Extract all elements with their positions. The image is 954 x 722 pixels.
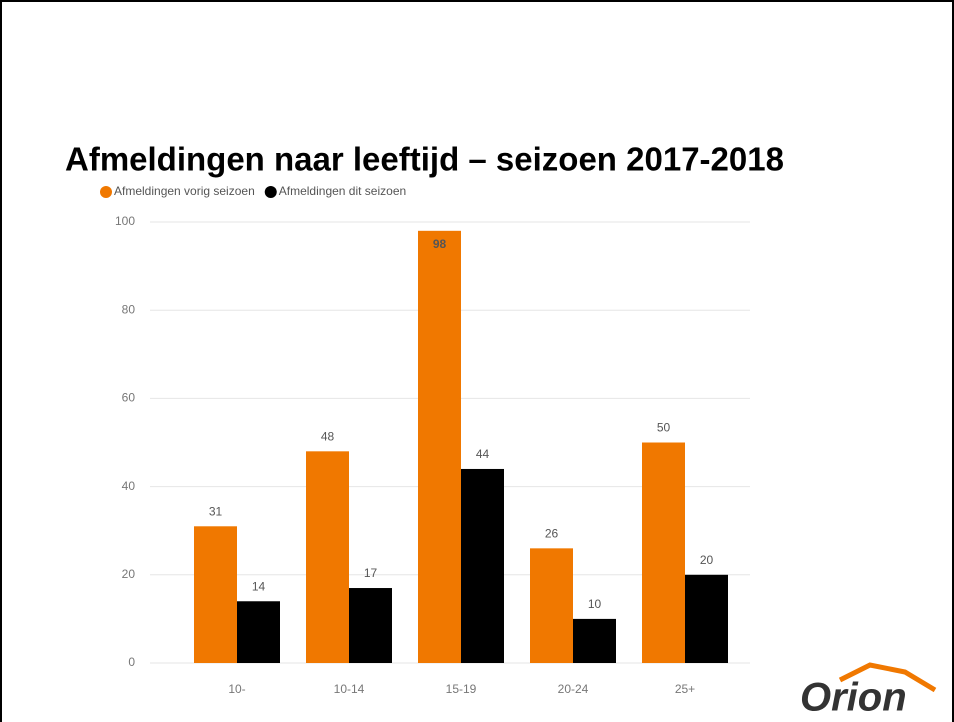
value-label: 98 xyxy=(433,237,447,251)
value-label: 31 xyxy=(209,504,223,518)
legend-label: Afmeldingen vorig seizoen xyxy=(114,184,255,198)
y-tick-label: 40 xyxy=(122,479,136,493)
value-label: 44 xyxy=(476,447,490,461)
bar xyxy=(418,230,461,663)
value-label: 10 xyxy=(588,597,602,611)
value-label: 17 xyxy=(364,566,378,580)
chart-title: Afmeldingen naar leeftijd – seizoen 2017… xyxy=(65,141,784,178)
bar xyxy=(461,468,504,663)
bar xyxy=(194,526,237,663)
bar xyxy=(237,601,280,663)
y-tick-label: 80 xyxy=(122,302,136,316)
logo-arc xyxy=(838,662,937,693)
legend-marker xyxy=(264,186,277,198)
x-tick-label: 25+ xyxy=(675,682,695,696)
legend-marker xyxy=(100,186,112,198)
x-tick-label: 10-14 xyxy=(334,682,365,696)
bar xyxy=(349,588,392,663)
value-label: 50 xyxy=(657,421,671,435)
legend-label: Afmeldingen dit seizoen xyxy=(279,184,406,198)
y-tick-label: 20 xyxy=(122,567,136,581)
logo-text: Orion xyxy=(800,676,907,720)
value-label: 20 xyxy=(700,553,714,567)
x-tick-label: 15-19 xyxy=(446,682,477,696)
y-tick-label: 60 xyxy=(122,391,136,405)
x-tick-label: 10- xyxy=(228,682,245,696)
bar xyxy=(530,548,573,663)
y-tick-label: 100 xyxy=(115,214,135,228)
x-tick-label: 20-24 xyxy=(558,682,589,696)
bar xyxy=(642,442,685,663)
bar xyxy=(573,618,616,663)
y-tick-label: 0 xyxy=(128,655,135,669)
bar xyxy=(306,451,349,663)
logo: Orion xyxy=(800,662,937,720)
value-label: 48 xyxy=(321,429,335,443)
bar xyxy=(685,574,728,663)
value-label: 14 xyxy=(252,579,266,593)
value-label: 26 xyxy=(545,527,559,541)
